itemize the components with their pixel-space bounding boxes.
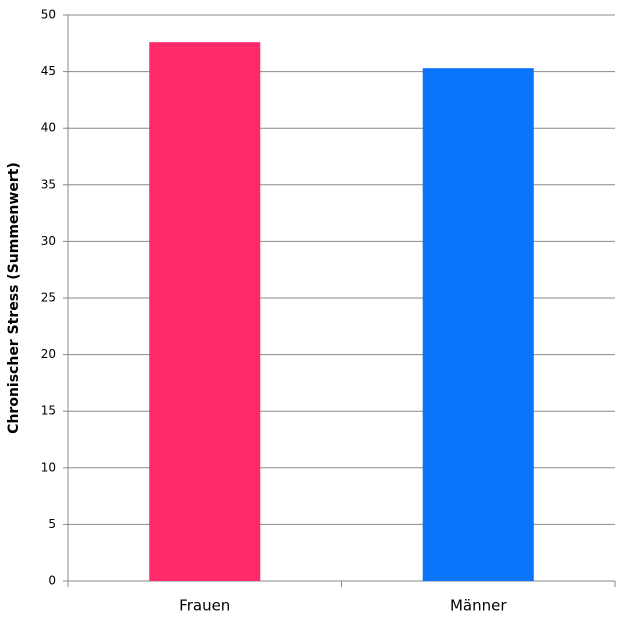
y-tick-label: 15 — [41, 404, 56, 418]
x-tick-label: Männer — [450, 597, 507, 615]
y-tick-label: 45 — [41, 64, 56, 78]
y-tick-label: 40 — [41, 121, 56, 135]
bar — [422, 68, 534, 582]
y-tick-label: 50 — [41, 8, 56, 22]
y-axis-title: Chronischer Stress (Summenwert) — [6, 162, 22, 434]
y-tick-label: 25 — [41, 291, 56, 305]
y-tick-label: 30 — [41, 234, 56, 248]
y-tick-label: 20 — [41, 347, 56, 361]
bar — [149, 42, 261, 582]
y-tick-label: 5 — [48, 517, 56, 531]
y-tick-label: 0 — [48, 574, 56, 588]
x-tick-label: Frauen — [179, 597, 230, 615]
y-tick-label: 10 — [41, 460, 56, 474]
y-tick-label: 35 — [41, 177, 56, 191]
